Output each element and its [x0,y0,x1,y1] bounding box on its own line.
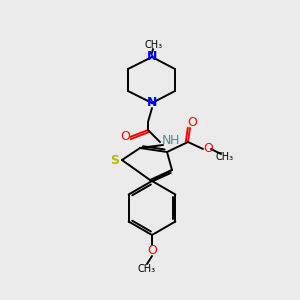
Text: CH₃: CH₃ [138,264,156,274]
Text: H: H [169,134,179,148]
Text: N: N [147,50,157,64]
Text: N: N [147,97,157,110]
Text: O: O [120,130,130,143]
Text: O: O [147,244,157,257]
Text: CH₃: CH₃ [145,40,163,50]
Text: O: O [187,116,197,128]
Text: O: O [203,142,213,154]
Text: N: N [161,134,171,148]
Text: CH₃: CH₃ [216,152,234,162]
Text: S: S [110,154,119,166]
